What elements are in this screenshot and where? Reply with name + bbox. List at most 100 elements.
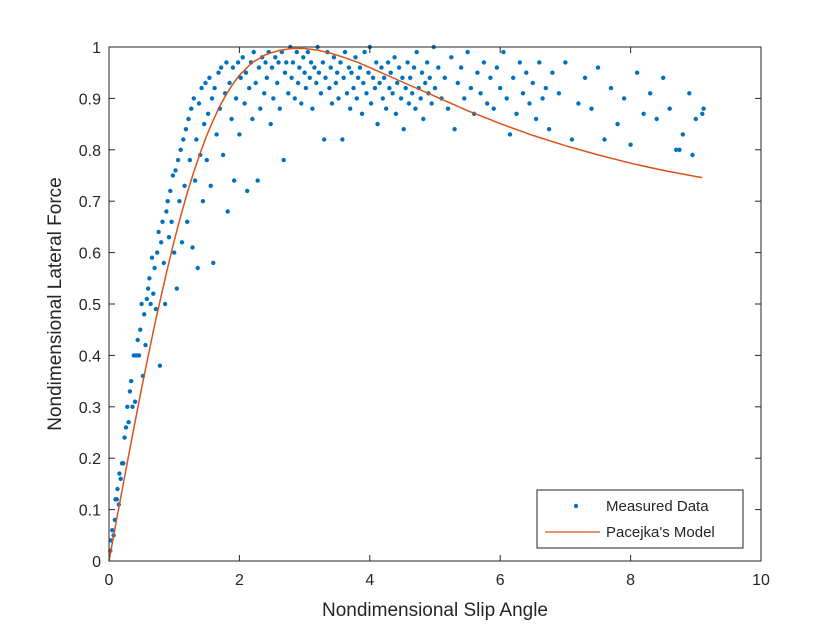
- data-point: [169, 219, 174, 224]
- data-point: [608, 85, 614, 91]
- data-point: [527, 101, 532, 106]
- data-point: [344, 91, 350, 96]
- data-point: [427, 75, 432, 81]
- data-point: [368, 101, 374, 106]
- data-point: [333, 80, 339, 86]
- data-point: [277, 106, 282, 111]
- data-point: [181, 137, 186, 142]
- data-point: [359, 111, 365, 117]
- data-point: [690, 152, 695, 158]
- data-point: [445, 106, 451, 111]
- y-tick-label: 0.2: [79, 451, 101, 468]
- data-point: [211, 260, 216, 266]
- data-point: [216, 70, 221, 75]
- data-point: [449, 55, 454, 60]
- data-point: [237, 132, 242, 137]
- data-point: [297, 65, 302, 70]
- data-point: [501, 49, 506, 55]
- y-tick-label: 0.3: [79, 400, 101, 417]
- data-point: [269, 65, 275, 70]
- data-point: [342, 49, 348, 55]
- data-point: [634, 70, 640, 75]
- data-point: [485, 101, 490, 106]
- data-point: [294, 49, 299, 55]
- data-point: [264, 75, 269, 81]
- data-point: [142, 312, 147, 317]
- legend-label-measured-data: Measured Data: [606, 498, 709, 515]
- data-point: [138, 327, 143, 332]
- data-point: [122, 435, 127, 440]
- data-point: [423, 80, 428, 86]
- data-point: [286, 91, 291, 96]
- data-point: [263, 60, 268, 65]
- data-point: [576, 101, 581, 106]
- data-point: [129, 378, 134, 384]
- data-point: [383, 106, 389, 111]
- data-point: [504, 96, 509, 101]
- data-point: [550, 70, 555, 75]
- data-point: [179, 240, 185, 245]
- data-point: [117, 471, 122, 476]
- data-point: [370, 75, 376, 81]
- y-tick-label: 0.4: [79, 348, 101, 365]
- data-point: [195, 265, 200, 271]
- data-point: [361, 80, 366, 86]
- data-point: [511, 75, 516, 81]
- data-point: [335, 70, 340, 75]
- data-point: [475, 70, 480, 75]
- data-point: [204, 157, 209, 163]
- x-tick-label: 2: [235, 572, 244, 589]
- data-point: [328, 65, 333, 70]
- data-point: [161, 260, 166, 266]
- data-point: [144, 296, 149, 302]
- data-point: [701, 106, 706, 111]
- data-point: [654, 116, 659, 122]
- data-point: [641, 111, 646, 117]
- data-point: [375, 121, 380, 127]
- data-point: [674, 147, 679, 152]
- data-point: [357, 65, 363, 70]
- data-point: [401, 127, 406, 132]
- data-point: [170, 173, 176, 178]
- data-point: [256, 65, 262, 70]
- data-point: [125, 404, 130, 409]
- data-point: [175, 157, 181, 163]
- pacejka-model-line: [108, 47, 703, 562]
- data-point: [329, 101, 335, 106]
- data-point: [235, 60, 241, 65]
- data-point: [166, 235, 172, 240]
- data-point: [322, 137, 327, 142]
- data-point: [379, 65, 384, 70]
- data-point: [114, 497, 120, 502]
- data-point: [132, 399, 138, 404]
- data-point: [680, 132, 685, 137]
- data-point: [520, 91, 526, 96]
- data-point: [289, 75, 294, 81]
- y-tick-label: 0.1: [79, 503, 101, 520]
- data-point: [406, 101, 412, 106]
- data-point: [156, 229, 161, 235]
- data-point: [160, 219, 165, 224]
- data-point: [413, 106, 418, 111]
- data-point: [172, 250, 177, 255]
- data-point: [253, 80, 258, 86]
- data-point: [220, 152, 226, 158]
- ticks-layer: 0 2 4 6 8 10 0 0.1 0.2 0.3 0.4 0.5 0.6 0.7 0.8 0.9 1: [79, 40, 770, 589]
- data-point: [602, 137, 607, 142]
- data-point: [157, 363, 163, 368]
- data-point: [290, 60, 296, 65]
- y-tick-label: 1: [92, 40, 101, 57]
- data-point: [276, 60, 281, 65]
- data-point: [628, 142, 633, 147]
- data-point: [488, 75, 493, 81]
- data-point: [385, 60, 391, 65]
- data-point: [212, 85, 217, 91]
- data-point: [118, 476, 123, 481]
- data-point: [224, 60, 229, 65]
- data-point: [168, 188, 173, 194]
- data-point: [318, 91, 324, 96]
- y-axis-label: Nondimensional Lateral Force: [45, 177, 66, 430]
- data-point: [411, 65, 417, 70]
- data-point: [465, 49, 470, 55]
- data-point: [245, 188, 250, 194]
